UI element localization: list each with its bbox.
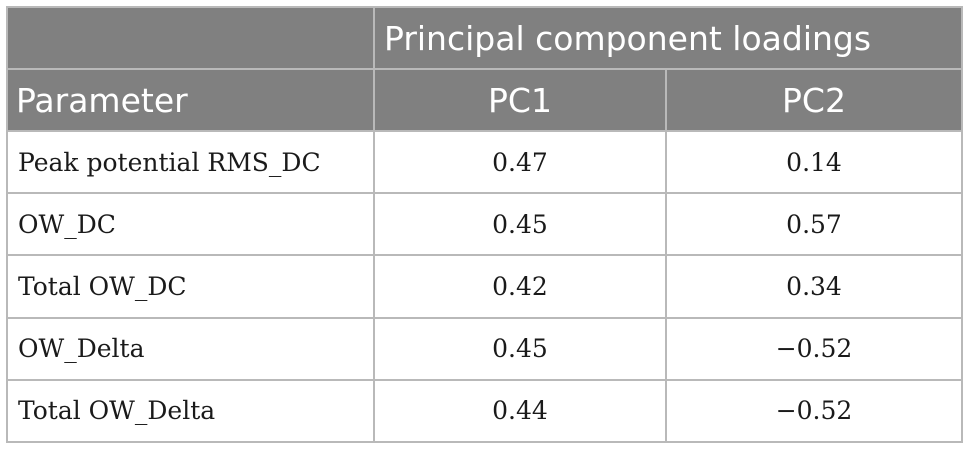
parameter-cell: Total OW_DC — [6, 254, 375, 319]
pc1-value-cell: 0.47 — [373, 129, 667, 195]
table-row: OW_DC 0.45 0.57 — [6, 192, 964, 257]
parameter-cell: Total OW_Delta — [6, 378, 375, 444]
header-empty-cell — [6, 6, 375, 70]
pc2-value-cell: −0.52 — [664, 316, 964, 381]
pc1-value-cell: 0.45 — [373, 316, 667, 381]
header-group-row: Principal component loadings — [6, 6, 964, 70]
parameter-column-header: Parameter — [6, 68, 375, 132]
parameter-cell: Peak potential RMS_DC — [6, 129, 375, 195]
table-row: OW_Delta 0.45 −0.52 — [6, 316, 964, 381]
pc1-value-cell: 0.42 — [373, 254, 667, 319]
table-row: Total OW_DC 0.42 0.34 — [6, 254, 964, 319]
table-row: Peak potential RMS_DC 0.47 0.14 — [6, 129, 964, 195]
table-body: Peak potential RMS_DC 0.47 0.14 OW_DC 0.… — [6, 129, 964, 444]
pc2-value-cell: 0.57 — [664, 192, 964, 257]
principal-component-loadings-header: Principal component loadings — [372, 6, 964, 70]
pc2-value-cell: 0.34 — [664, 254, 964, 319]
pc1-column-header: PC1 — [373, 68, 667, 132]
header-column-row: Parameter PC1 PC2 — [6, 68, 964, 132]
parameter-cell: OW_Delta — [6, 316, 375, 381]
pc2-value-cell: 0.14 — [664, 129, 964, 195]
pca-loadings-table: Principal component loadings Parameter P… — [6, 6, 964, 444]
parameter-cell: OW_DC — [6, 192, 375, 257]
table-header: Principal component loadings Parameter P… — [6, 6, 964, 132]
pc2-value-cell: −0.52 — [664, 378, 964, 444]
table-row: Total OW_Delta 0.44 −0.52 — [6, 378, 964, 444]
pc2-column-header: PC2 — [664, 68, 964, 132]
pc1-value-cell: 0.44 — [373, 378, 667, 444]
pc1-value-cell: 0.45 — [373, 192, 667, 257]
